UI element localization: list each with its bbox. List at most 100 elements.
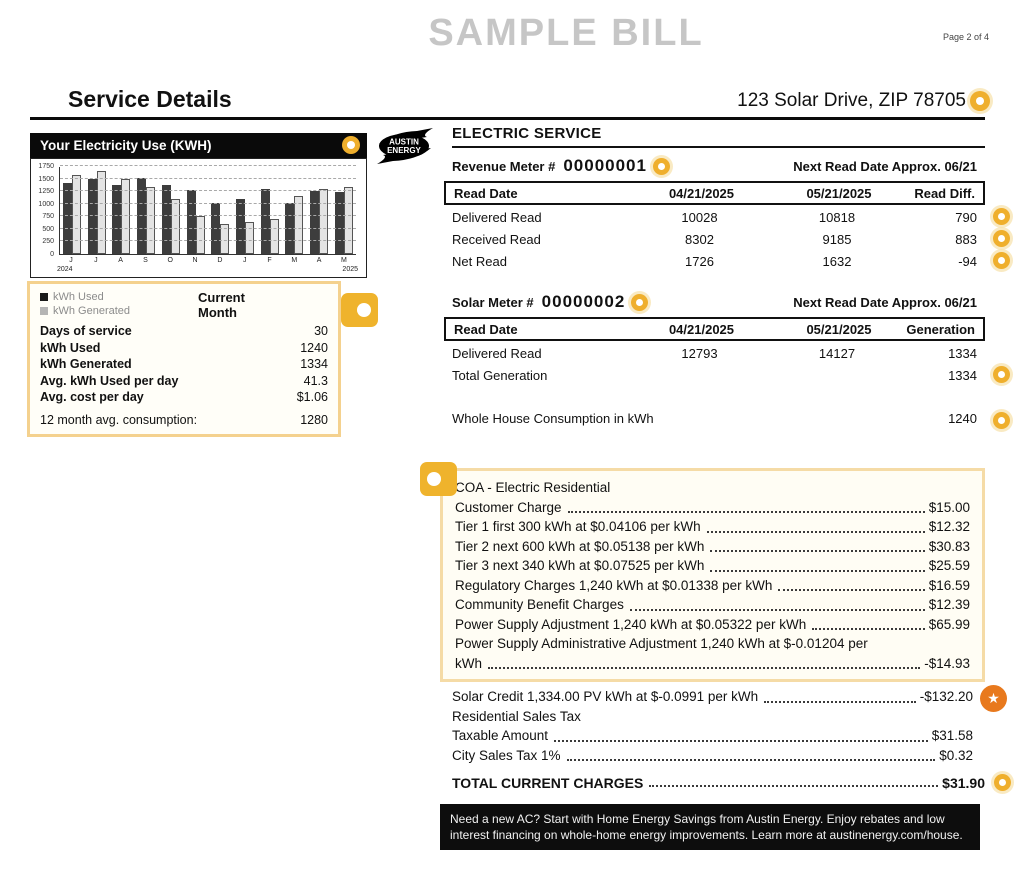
col-date-1: 04/21/2025 [668, 321, 735, 337]
x-tick-label: J [69, 257, 73, 264]
bar-generated [146, 186, 156, 254]
bar-generated [220, 224, 230, 254]
charge-row: City Sales Tax 1% $0.32 [452, 746, 973, 766]
bar-used [236, 199, 246, 254]
solar-meter-number: 00000002 [541, 292, 626, 311]
bar-generated [245, 222, 255, 254]
charges-highlight-box: COA - Electric Residential Customer Char… [420, 462, 985, 682]
annotation-donut-icon[interactable] [993, 230, 1010, 247]
charge-label: Power Supply Adjustment 1,240 kWh at $0.… [455, 616, 807, 632]
chart-plot [59, 165, 356, 255]
stat-value: 30 [314, 324, 328, 338]
charge-row: Tier 2 next 600 kWh at $0.05138 per kWh $… [455, 537, 970, 557]
annotation-donut-icon[interactable] [993, 252, 1010, 269]
annotation-donut-icon[interactable] [994, 774, 1011, 791]
charge-label: Tier 2 next 600 kWh at $0.05138 per kWh [455, 538, 705, 554]
gridline [60, 190, 356, 192]
annotation-donut-icon[interactable] [342, 136, 360, 154]
x-axis-end-year: 2025 [342, 266, 358, 273]
solar-meter-table-header: Read Date 04/21/2025 05/21/2025 Generati… [444, 317, 985, 341]
electric-service-heading: ELECTRIC SERVICE [452, 125, 602, 142]
charge-label: kWh [455, 655, 482, 671]
cell: 1726 [685, 253, 714, 269]
revenue-meter-number: 00000001 [563, 156, 647, 175]
cell: 1632 [822, 253, 852, 269]
annotation-donut-icon[interactable] [970, 91, 990, 111]
cell: 8302 [685, 231, 714, 247]
stat-row: Days of service 30 [40, 323, 328, 340]
gridline [60, 227, 356, 229]
charge-label: Customer Charge [455, 499, 562, 515]
table-row: Delivered Read 10028 10818 790 [444, 207, 1010, 227]
x-tick-label: S [143, 257, 148, 264]
charge-row: COA - Electric Residential [455, 478, 970, 498]
dot-leader [566, 759, 936, 761]
dot-leader [764, 700, 916, 703]
charge-label: Tier 1 first 300 kWh at $0.04106 per kWh [455, 519, 701, 534]
table-row: Delivered Read 12793 14127 1334 [444, 343, 985, 363]
x-tick-label: O [167, 257, 173, 264]
gridline [60, 240, 356, 242]
charge-amount: $25.59 [928, 558, 970, 573]
annotation-donut-icon[interactable] [993, 412, 1010, 429]
bar-generated [195, 215, 205, 254]
service-address: 123 Solar Drive, ZIP 78705 [737, 90, 966, 111]
usage-stats-box: kWh Used kWh Generated Current Month Day… [27, 281, 378, 437]
charge-label: Taxable Amount [452, 728, 549, 743]
annotation-donut-icon[interactable] [631, 293, 649, 311]
bar-generated [319, 189, 329, 254]
chart-title-bar: Your Electricity Use (KWH) [30, 133, 367, 158]
bar-used [112, 184, 122, 254]
chart-y-axis: 0 250 500 750 1000 1250 1500 1750 [31, 163, 57, 258]
dot-leader [706, 530, 925, 533]
cell: -94 [958, 253, 977, 269]
page-title: Service Details [68, 86, 232, 112]
stat-label: Avg. cost per day [40, 390, 144, 404]
row-label: Net Read [452, 253, 507, 269]
dot-leader [488, 667, 921, 669]
austin-energy-logo: AUSTIN ENERGY [377, 128, 433, 164]
dot-leader [710, 569, 925, 572]
stat-value: 1240 [300, 340, 328, 355]
gridline [60, 165, 356, 166]
legend-used: kWh Used [40, 290, 328, 304]
stat-value: $1.06 [296, 390, 328, 404]
charge-amount: $0.32 [939, 747, 973, 763]
bar-group [63, 175, 81, 254]
annotation-donut-icon[interactable] [652, 157, 670, 175]
promo-banner: Need a new AC? Start with Home Energy Sa… [440, 804, 980, 850]
stat-value: 1334 [300, 357, 328, 371]
stat-row: Avg. kWh Used per day 41.3 [40, 373, 328, 390]
total-amount: $31.90 [942, 775, 985, 791]
bar-used [63, 182, 72, 254]
total-current-charges-row: TOTAL CURRENT CHARGES $31.90 [452, 774, 1011, 791]
x-tick-label: A [316, 257, 322, 264]
annotation-tab-icon[interactable] [420, 462, 457, 496]
bar-used [310, 191, 320, 254]
legend-generated-label: kWh Generated [53, 305, 131, 317]
table-row: Received Read 8302 9185 883 [444, 229, 1010, 249]
revenue-meter-table-header: Read Date 04/21/2025 05/21/2025 Read Dif… [444, 181, 985, 205]
gridline [60, 202, 356, 204]
y-tick-label: 1250 [38, 188, 54, 196]
bar-generated [269, 219, 279, 254]
x-tick-label: J [94, 257, 98, 264]
table-row: Total Generation 1334 [444, 365, 1010, 385]
charge-amount: $12.39 [928, 597, 970, 612]
charge-row: Residential Sales Tax [452, 707, 973, 727]
row-label: Total Generation [452, 367, 548, 383]
annotation-star-icon[interactable]: ★ [980, 685, 1007, 712]
annotation-tab-icon[interactable] [341, 293, 378, 327]
col-read-date: Read Date [454, 321, 518, 337]
stat-row: kWh Used 1240 [40, 340, 328, 357]
charge-label: Residential Sales Tax [452, 708, 581, 724]
x-tick-label: F [267, 257, 272, 264]
x-tick-label: A [118, 257, 123, 264]
annotation-donut-icon[interactable] [993, 208, 1010, 225]
solar-meter-label: Solar Meter # [452, 294, 534, 310]
col-date-1: 04/21/2025 [668, 185, 735, 201]
gridline [60, 177, 356, 179]
annotation-donut-icon[interactable] [993, 366, 1010, 383]
generated-swatch-icon [40, 307, 48, 315]
